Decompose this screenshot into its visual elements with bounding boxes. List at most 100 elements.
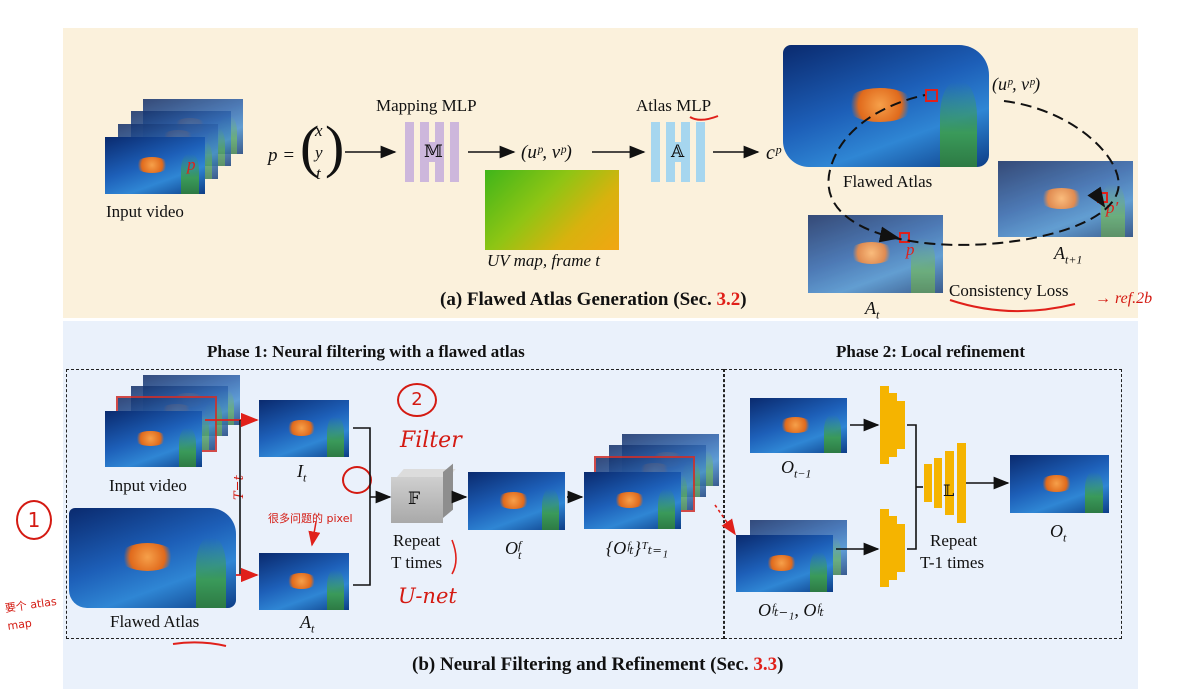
atlas-mlp-title-underlined: MLP (676, 96, 712, 115)
repeat-scribble (451, 539, 457, 575)
panel-a-caption-end: ) (740, 289, 747, 310)
frame-at-label: At (865, 298, 879, 323)
atlas-mlp-symbol: 𝔸 (671, 142, 685, 162)
ot-prev-label: Ot−1 (781, 457, 811, 482)
uv-map-image (485, 170, 619, 250)
ot-pair-frame-front (736, 535, 833, 592)
atlas-point-marker (925, 89, 938, 102)
panel-a-caption: (a) Flawed Atlas Generation (Sec. 3.2) (440, 289, 747, 311)
bracket-encoders (907, 424, 917, 550)
p-vector-paren-left: ( (300, 114, 320, 179)
loop-hidden (937, 97, 1100, 192)
ot-pair-label: Oᶠₜ₋₁, Oᶠₜ (758, 600, 824, 620)
frame-at-label-sub: t (876, 307, 880, 322)
panel-b-caption-end: ) (777, 654, 784, 675)
refine-symbol: 𝕃 (943, 483, 955, 500)
handwritten-circle-1: 1 (16, 500, 52, 540)
handwritten-circle-2-text: 2 (411, 389, 423, 410)
refine-encoder-top (880, 386, 907, 464)
it-label-main: I (297, 461, 303, 481)
flawed-atlas-image-a (783, 45, 989, 167)
filter-repeat-label: Repeat (393, 531, 441, 550)
uv-map-caption: UV map, frame t (487, 251, 601, 270)
ot-label: Ot (1050, 521, 1066, 546)
phase2-frame (724, 369, 1122, 639)
flawed-atlas-label-b: Flawed Atlas (110, 612, 200, 631)
handwritten-circle-1-text: 1 (27, 508, 41, 532)
frame-at1-label-main: A (1054, 243, 1065, 263)
frame-at-point-marker (899, 232, 910, 243)
consistency-underline-scribble (949, 299, 1076, 313)
loop-arrow-at (878, 226, 900, 243)
panel-a-caption-ref: 3.2 (716, 289, 741, 310)
handwritten-circle-2: 2 (397, 383, 437, 417)
consistency-loop (827, 94, 1120, 246)
at-label-sub: t (311, 621, 315, 636)
flawed-atlas-label-a: Flawed Atlas (843, 172, 933, 191)
filter-repeat-times-text: T times (391, 553, 443, 572)
input-video-point-label: p (187, 155, 196, 174)
refine-repeat-times-text: T-1 times (920, 553, 985, 572)
consistency-loss-label: Consistency Loss (949, 281, 1069, 300)
otf-stack-frame-1 (584, 472, 681, 529)
frame-at-image (808, 215, 943, 293)
bracket-it-at (353, 427, 371, 586)
input-video-frame-1 (105, 137, 205, 194)
color-output: cᵖ (766, 142, 781, 164)
panel-b-caption-ref: 3.3 (753, 654, 778, 675)
handwritten-unet-note: U-net (398, 584, 457, 608)
uv-output: (uᵖ, vᵖ) (521, 142, 572, 163)
frame-at1-label-sub: t+1 (1065, 252, 1083, 267)
phase1-title: Phase 1: Neural filtering with a flawed … (207, 342, 525, 361)
ot-label-sub: t (1063, 530, 1067, 545)
phase2-title: Phase 2: Local refinement (836, 342, 1026, 361)
it-label: It (297, 461, 306, 486)
p1-input-frame-1 (105, 411, 202, 467)
p-vector-t: t (316, 164, 321, 183)
refine-encoder-bottom (880, 509, 907, 587)
otf-label-sup: f (518, 537, 522, 552)
at-label: At (300, 612, 314, 637)
atlas-uv-label: (uᵖ, vᵖ) (992, 74, 1041, 94)
arrow-set-to-phase2 (714, 504, 736, 536)
atlas-mlp-title: Atlas MLP (636, 96, 711, 116)
otf-image (468, 472, 565, 530)
handwritten-pixel-note: 很多问题的 pixel (268, 512, 353, 525)
mlp-underline-scribble (689, 115, 719, 121)
flawed-atlas-image-b (69, 508, 236, 608)
it-label-sub: t (303, 470, 307, 485)
atlas-mlp-block (651, 122, 706, 182)
filter-symbol: 𝔽 (408, 489, 421, 508)
ot-label-main: O (1050, 521, 1063, 541)
handwritten-filter-note: Filter (400, 428, 462, 453)
refine-repeat-times: T-1 times (920, 553, 984, 573)
frame-at-label-main: A (865, 298, 876, 318)
panel-a-caption-text: (a) Flawed Atlas Generation (Sec. (440, 289, 717, 310)
at-label-main: A (300, 612, 311, 632)
p-vector-y: y (315, 143, 323, 162)
frame-at1-image (998, 161, 1133, 237)
p-vector-x: x (315, 121, 323, 140)
mapping-mlp-title: Mapping MLP (376, 96, 477, 115)
refine-repeat-label: Repeat (930, 531, 978, 550)
p-vector-paren-right: ) (325, 114, 345, 179)
ot-prev-label-sub: t−1 (794, 466, 812, 481)
input-video-label-b: Input video (109, 476, 187, 495)
frame-at1-label: At+1 (1054, 243, 1082, 268)
filter-repeat-times: T times (391, 553, 442, 573)
frame-at-point-label: p (906, 240, 915, 259)
ot-prev-label-main: O (781, 457, 794, 477)
handwritten-ref-note: → ref.2b (1095, 290, 1153, 307)
flawed-atlas-underline-scribble (172, 641, 227, 647)
ot-image (1010, 455, 1109, 513)
pixel-note-arrow (308, 521, 321, 547)
phase1-frame (66, 369, 724, 639)
otf-set-label: {Oᶠₜ}ᵀₜ₌₁ (606, 538, 669, 558)
otf-label-main: O (505, 538, 518, 558)
it-image (259, 400, 349, 457)
mapping-mlp-symbol: 𝕄 (424, 142, 443, 162)
ot-prev-image (750, 398, 847, 453)
loop-arrow-at1 (1087, 186, 1106, 208)
